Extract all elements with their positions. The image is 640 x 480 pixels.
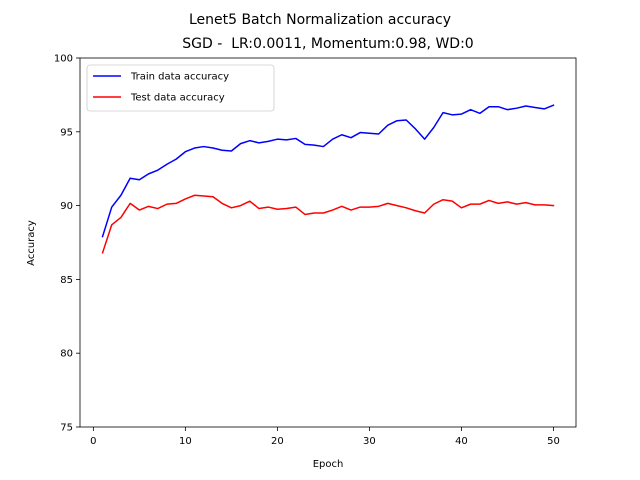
legend: Train data accuracy Test data accuracy bbox=[86, 64, 275, 112]
x-tick-label: 30 bbox=[363, 436, 376, 447]
x-tick-label: 0 bbox=[90, 436, 96, 447]
chart-subtitle: SGD - LR:0.0011, Momentum:0.98, WD:0 bbox=[182, 36, 473, 52]
plot-frame bbox=[79, 57, 577, 428]
x-axis-label: Epoch bbox=[313, 459, 344, 470]
y-axis-ticks: 75 80 85 90 95 100 bbox=[54, 54, 80, 434]
x-tick-label: 50 bbox=[547, 436, 560, 447]
series-line-train bbox=[101, 104, 555, 238]
x-axis-ticks: 0 10 20 30 40 50 bbox=[90, 427, 560, 447]
series-line-test bbox=[101, 194, 555, 254]
y-tick-label: 100 bbox=[54, 54, 73, 65]
y-tick-label: 80 bbox=[60, 349, 73, 360]
y-tick-label: 75 bbox=[60, 423, 73, 434]
chart-title: Lenet5 Batch Normalization accuracy bbox=[189, 12, 451, 28]
y-tick-label: 95 bbox=[60, 127, 73, 138]
x-tick-label: 10 bbox=[179, 436, 192, 447]
plot-area bbox=[79, 57, 577, 428]
legend-box bbox=[86, 64, 275, 112]
y-axis-label: Accuracy bbox=[26, 220, 37, 266]
series-lines bbox=[101, 104, 555, 254]
legend-label: Train data accuracy bbox=[130, 72, 229, 83]
y-tick-label: 90 bbox=[60, 201, 73, 212]
legend-label: Test data accuracy bbox=[130, 93, 225, 104]
x-tick-label: 40 bbox=[455, 436, 468, 447]
y-tick-label: 85 bbox=[60, 275, 73, 286]
x-tick-label: 20 bbox=[271, 436, 284, 447]
